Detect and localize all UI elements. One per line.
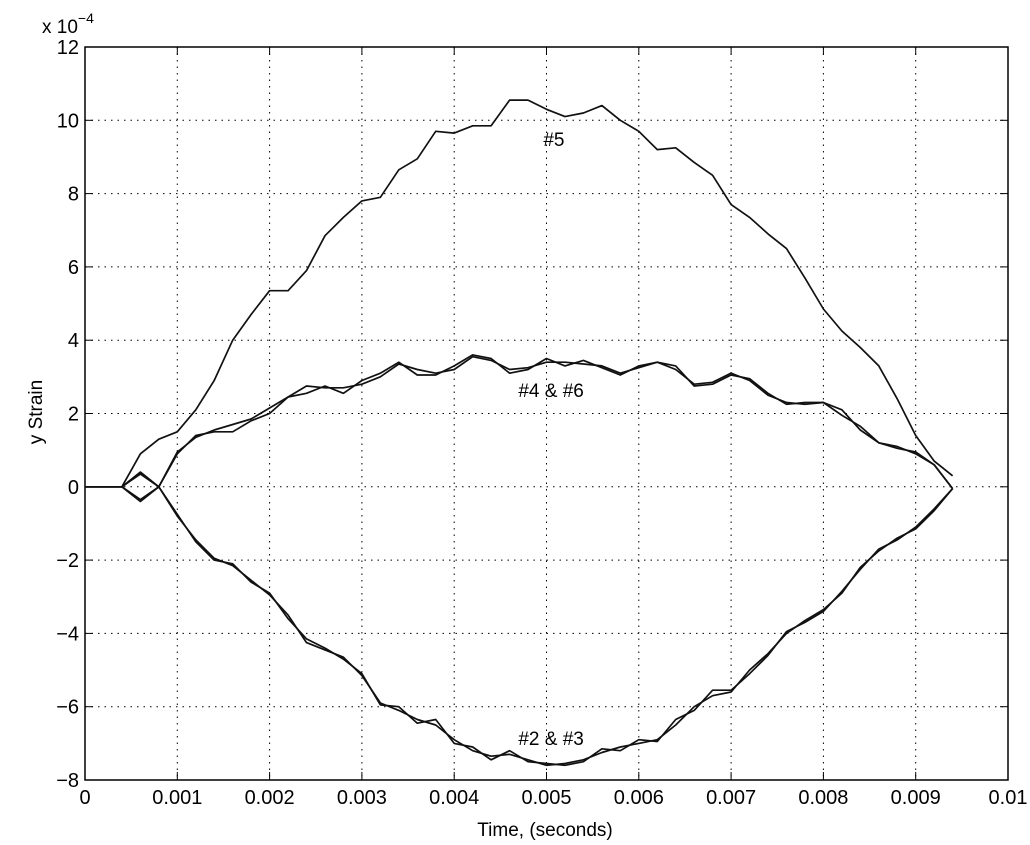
annotations: #5 #4 & #6 #2 & #3	[518, 130, 584, 750]
series-line-4	[85, 471, 954, 767]
x-tick-label: 0.004	[429, 787, 479, 809]
x-tick-label: 0.002	[245, 787, 295, 809]
x-tick-label: 0.003	[337, 787, 387, 809]
axis-ticks: 0 0.001 0.002 0.003 0.004 0.005 0.006 0.007 0.00…	[56, 37, 1027, 809]
y-tick-label: −6	[56, 697, 79, 719]
series-line-1	[85, 99, 954, 488]
y-tick-label: 2	[68, 404, 79, 426]
x-tick-label: 0.008	[798, 787, 848, 809]
x-tick-label: 0.009	[891, 787, 941, 809]
x-axis-label: Time, (seconds)	[477, 820, 613, 841]
y-axis-label: y Strain	[26, 380, 47, 444]
x-tick-label: 0	[79, 787, 90, 809]
y-axis-multiplier: x 10−4	[42, 10, 94, 38]
x-tick-label: 0.007	[706, 787, 756, 809]
x-tick-label: 0.001	[152, 787, 202, 809]
annotation-label-3: #2 & #3	[518, 729, 584, 750]
x-tick-label: 0.01	[989, 787, 1028, 809]
series-lines	[85, 99, 954, 767]
y-tick-label: −4	[56, 623, 79, 645]
y-tick-label: −2	[56, 550, 79, 572]
x-tick-label: 0.006	[614, 787, 664, 809]
y-tick-label: 10	[57, 110, 79, 132]
annotation-label-1: #5	[543, 130, 564, 151]
series-line-5	[85, 485, 954, 767]
series-line-2	[85, 354, 954, 503]
y-tick-label: 6	[68, 257, 79, 279]
y-tick-label: 4	[68, 330, 79, 352]
annotation-label-2: #4 & #6	[518, 381, 584, 402]
y-tick-label: 8	[68, 184, 79, 206]
grid-lines	[85, 47, 1008, 780]
series-line-3	[85, 355, 954, 490]
y-tick-label: −8	[56, 770, 79, 792]
y-tick-label: 12	[57, 37, 79, 59]
x-tick-label: 0.005	[521, 787, 571, 809]
y-tick-label: 0	[68, 477, 79, 499]
